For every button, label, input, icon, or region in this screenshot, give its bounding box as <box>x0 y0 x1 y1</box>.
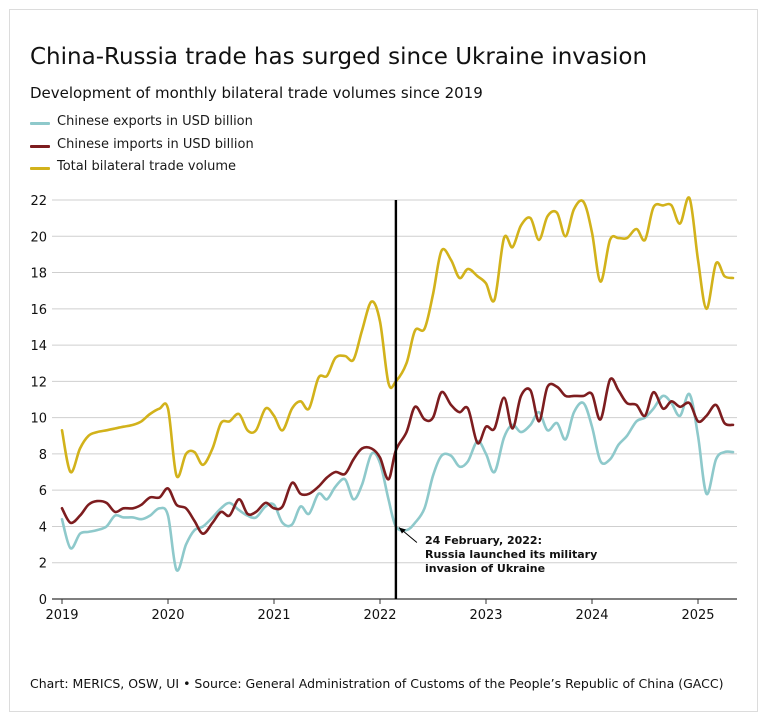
x-axis-ticks: 2019 2020 2021 2022 2023 2024 2025 <box>45 599 715 623</box>
y-tick-label: 0 <box>39 593 47 608</box>
invasion-marker: 24 February, 2022:Russia launched its mi… <box>394 200 597 599</box>
x-tick-label: 2023 <box>469 608 502 623</box>
x-tick-label: 2019 <box>45 608 78 623</box>
x-tick-label: 2021 <box>257 608 290 623</box>
y-tick-label: 12 <box>30 375 47 390</box>
y-axis-ticks: 0 2 4 6 8 10 12 14 16 18 20 22 <box>30 194 47 608</box>
y-tick-label: 2 <box>39 557 47 572</box>
chart-frame <box>9 9 758 712</box>
annotation-text: Russia launched its military <box>425 548 597 561</box>
legend-swatch-total <box>30 167 50 170</box>
legend-swatch-imports <box>30 144 50 148</box>
annotation-text: 24 February, 2022: <box>425 534 542 547</box>
total-trade-line <box>60 196 735 479</box>
chart-title: China-Russia trade has surged since Ukra… <box>30 44 648 70</box>
x-tick-label: 2022 <box>363 608 396 623</box>
y-tick-label: 14 <box>30 339 47 354</box>
x-tick-label: 2025 <box>681 608 714 623</box>
x-tick-label: 2024 <box>575 608 608 623</box>
gridlines <box>52 199 737 600</box>
chart-subtitle: Development of monthly bilateral trade v… <box>30 84 483 102</box>
y-tick-label: 4 <box>39 520 47 535</box>
legend-label-imports: Chinese imports in USD billion <box>57 136 254 152</box>
source-note: Chart: MERICS, OSW, UI • Source: General… <box>30 676 724 691</box>
legend-label-exports: Chinese exports in USD billion <box>57 114 253 129</box>
y-tick-label: 10 <box>30 412 47 427</box>
y-tick-label: 6 <box>39 484 47 499</box>
y-tick-label: 22 <box>30 194 47 209</box>
annotation-text: invasion of Ukraine <box>425 562 545 575</box>
y-tick-label: 8 <box>39 448 47 463</box>
y-tick-label: 16 <box>30 303 47 318</box>
y-tick-label: 18 <box>30 267 47 282</box>
series-lines <box>60 196 735 572</box>
imports-line <box>60 377 735 535</box>
x-tick-label: 2020 <box>151 608 184 623</box>
legend-label-total: Total bilateral trade volume <box>57 159 237 174</box>
exports-line <box>60 392 735 572</box>
legend-swatch-exports <box>30 122 50 125</box>
y-tick-label: 20 <box>30 230 47 245</box>
annotation-arrowhead <box>398 527 406 534</box>
